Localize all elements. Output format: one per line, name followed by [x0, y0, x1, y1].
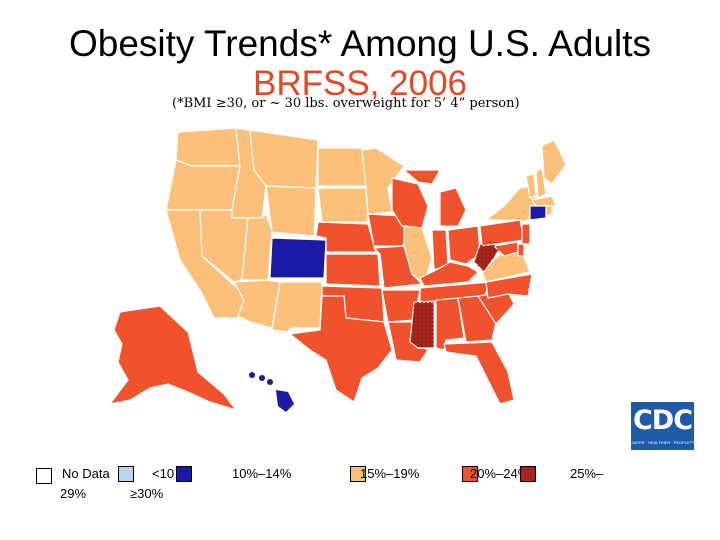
- legend-swatch-20-24: [462, 466, 478, 482]
- state-arizona[interactable]: [233, 279, 281, 329]
- state-alaska[interactable]: [108, 305, 238, 412]
- state-vermont[interactable]: [525, 173, 537, 199]
- state-michigan[interactable]: [402, 169, 467, 227]
- legend-swatch-25-29: [520, 466, 536, 482]
- state-florida[interactable]: [443, 341, 515, 405]
- state-massachusetts[interactable]: [531, 195, 557, 207]
- map-title: Obesity Trends* Among U.S. Adults: [68, 23, 651, 64]
- legend-label-15-19: 15%–19%: [360, 466, 420, 481]
- state-texas[interactable]: [288, 295, 393, 403]
- legend-label-ge30: ≥30%: [130, 486, 164, 501]
- state-south-dakota[interactable]: [317, 187, 369, 223]
- mississippi-pattern: [410, 302, 434, 348]
- state-minnesota[interactable]: [361, 147, 405, 215]
- state-kentucky[interactable]: [419, 261, 479, 287]
- cdc-logo-tagline: SAFER · HEALTHIER · PEOPLE™: [631, 440, 694, 445]
- bmi-note: (*BMI ≥30, or ~ 30 lbs. overweight for 5…: [172, 96, 520, 111]
- state-ohio[interactable]: [447, 225, 481, 265]
- state-colorado[interactable]: [269, 237, 327, 279]
- state-hawaii[interactable]: [249, 372, 294, 412]
- state-maine[interactable]: [541, 139, 567, 185]
- state-new-mexico[interactable]: [271, 281, 323, 333]
- cdc-logo-text: CDC: [632, 405, 693, 436]
- state-delaware[interactable]: [517, 243, 525, 257]
- legend-swatch-15-19: [350, 466, 366, 482]
- state-oregon[interactable]: [165, 159, 241, 211]
- legend-swatch-10-14: [176, 466, 192, 482]
- state-rhode-island[interactable]: [545, 205, 553, 217]
- legend-swatch-no-data: [36, 468, 52, 484]
- state-maryland[interactable]: [492, 241, 519, 257]
- legend-label-20-24: 20%–24%: [470, 466, 530, 481]
- west-virginia-pattern: [474, 240, 500, 272]
- legend-swatch-lt10: [118, 466, 134, 482]
- state-georgia[interactable]: [457, 295, 497, 343]
- legend-label-lt10: <10: [152, 466, 175, 481]
- state-kansas[interactable]: [325, 253, 381, 287]
- cdc-logo: CDC SAFER · HEALTHIER · PEOPLE™: [631, 402, 694, 450]
- legend-label-25-29-b: 29%: [60, 486, 87, 501]
- state-north-dakota[interactable]: [317, 147, 367, 187]
- legend-label-10-14: 10%–14%: [232, 466, 292, 481]
- state-nebraska[interactable]: [315, 221, 377, 253]
- map-subtitle: BRFSS, 2006: [253, 64, 467, 103]
- state-connecticut[interactable]: [529, 205, 547, 221]
- legend-label-no-data: No Data: [62, 466, 110, 481]
- state-washington[interactable]: [175, 127, 241, 167]
- state-wyoming[interactable]: [265, 185, 317, 237]
- state-new-hampshire[interactable]: [535, 166, 547, 199]
- state-new-jersey[interactable]: [521, 223, 531, 245]
- legend-label-25-29-a: 25%–: [570, 466, 604, 481]
